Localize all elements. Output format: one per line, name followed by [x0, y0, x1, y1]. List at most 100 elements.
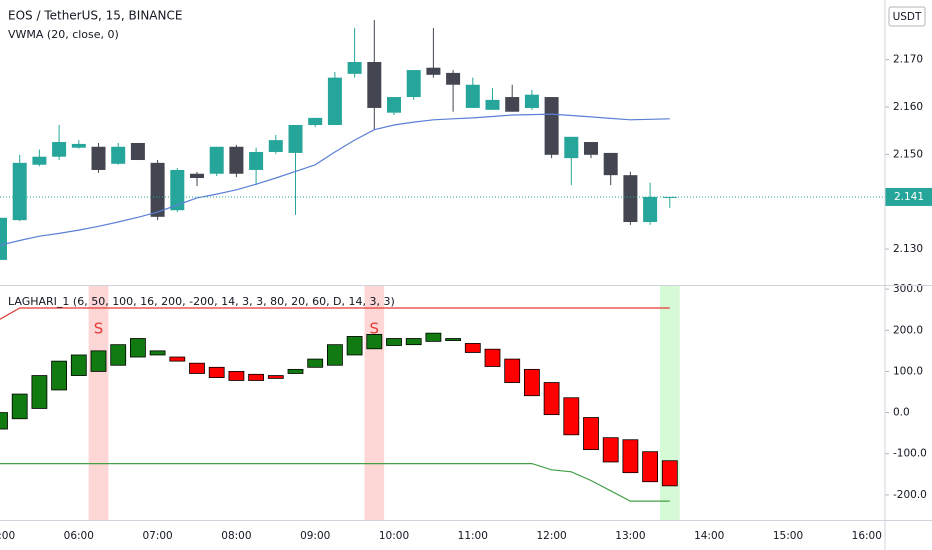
indicator-bar [386, 338, 402, 346]
candle-body [406, 70, 421, 98]
candle-body [209, 146, 224, 174]
candle-body [327, 77, 342, 125]
x-tick-label: 14:00 [694, 530, 724, 542]
indicator-bar [602, 437, 619, 463]
candle-body [71, 143, 86, 148]
indicator-bar [307, 358, 324, 368]
candle-body [229, 146, 244, 174]
candle-body [643, 196, 658, 223]
candle-body [446, 72, 461, 85]
indicator-bar [563, 397, 580, 436]
y-tick-label: 300.0 [893, 283, 923, 295]
candle-body [465, 84, 480, 108]
candle-body [12, 162, 27, 221]
y-tick-label: 2.150 [893, 148, 923, 160]
candle-body [505, 97, 520, 112]
candle-body [524, 94, 539, 108]
x-tick-label: 10:00 [379, 530, 409, 542]
indicator-bar [248, 373, 265, 381]
indicator-bar [70, 354, 87, 376]
x-tick-label: 11:00 [458, 530, 488, 542]
indicator-bar [287, 368, 304, 374]
indicator-bar [208, 366, 225, 379]
y-tick-label: -100.0 [893, 448, 927, 460]
indicator-bar [51, 360, 67, 391]
candle-body [130, 142, 145, 161]
candle-body [150, 162, 165, 217]
candle-body [623, 175, 638, 223]
candle-body [387, 97, 401, 113]
indicator-bar [583, 417, 599, 451]
candle-body [190, 173, 204, 179]
x-tick-label: 12:00 [536, 530, 566, 542]
candle-body [564, 136, 579, 159]
indicator-bar [622, 439, 639, 474]
candle-body [268, 140, 283, 152]
indicator-bar [228, 371, 245, 381]
indicator-bar [169, 356, 186, 362]
candle-body [32, 156, 47, 165]
currency-label[interactable]: USDT [893, 11, 922, 23]
y-tick-label: 2.130 [893, 243, 923, 255]
indicator-bar [366, 333, 383, 350]
indicator-bar [543, 382, 560, 416]
signal-label: S [94, 320, 104, 338]
x-tick-label: 08:00 [221, 530, 251, 542]
indicator-bar [326, 344, 343, 366]
price-pane [0, 19, 885, 260]
y-tick-label: -200.0 [893, 489, 927, 501]
indicator-bar [425, 332, 442, 342]
indicator-bar [90, 350, 107, 372]
candle-body [347, 62, 362, 74]
chart-title: EOS / TetherUS, 15, BINANCE [8, 9, 182, 23]
indicator-bar [661, 460, 678, 487]
indicator-bar [504, 358, 521, 383]
line-series [0, 463, 670, 502]
indicator-bar [129, 338, 146, 358]
candle-body [485, 99, 500, 110]
candle-body [308, 117, 323, 125]
x-tick-label: 07:00 [142, 530, 172, 542]
indicator-bar [642, 451, 658, 483]
line-series [0, 307, 670, 320]
indicator-bar [0, 412, 8, 430]
x-tick-label: 09:00 [300, 530, 330, 542]
last-price-box [885, 187, 932, 206]
indicator-bar [484, 348, 501, 367]
indicator-title: LAGHARI_1 (6, 50, 100, 16, 200, -200, 14… [8, 295, 395, 308]
currency-box[interactable] [888, 6, 926, 27]
candle-body [0, 217, 7, 260]
signal-band [88, 286, 109, 520]
indicator-bar [445, 338, 462, 341]
y-tick-label: 100.0 [893, 365, 923, 377]
x-tick-label: 13:00 [615, 530, 645, 542]
indicator-bar [31, 375, 48, 409]
indicator-bar [110, 344, 127, 366]
candle-body [544, 97, 559, 155]
candle-body [249, 151, 264, 170]
y-tick-label: 2.170 [893, 54, 923, 66]
x-tick-label: 15:00 [773, 530, 803, 542]
y-tick-label: 200.0 [893, 324, 923, 336]
indicator-bar [267, 375, 284, 379]
candle-body [584, 142, 598, 155]
candle-body [367, 62, 382, 108]
y-tick-label: 0.0 [893, 407, 910, 419]
candle-body [170, 169, 185, 211]
indicator-bar [464, 343, 481, 353]
x-tick-label: 16:00 [852, 530, 882, 542]
price-axis: 2.1302.1402.1502.1602.170300.0200.0100.0… [885, 54, 932, 501]
line-series [0, 113, 670, 246]
indicator-bar [189, 362, 205, 374]
indicator-legend: VWMA (20, close, 0) [8, 28, 119, 41]
indicator-bar [11, 393, 28, 420]
candle-body [91, 146, 106, 170]
time-axis: 05:00 06:00 07:00 08:00 09:00 10:00 11:00 12:00… [0, 530, 882, 542]
indicator-bar [524, 368, 540, 397]
indicator-bar [346, 336, 363, 356]
last-price-label: 2.141 [894, 191, 924, 203]
